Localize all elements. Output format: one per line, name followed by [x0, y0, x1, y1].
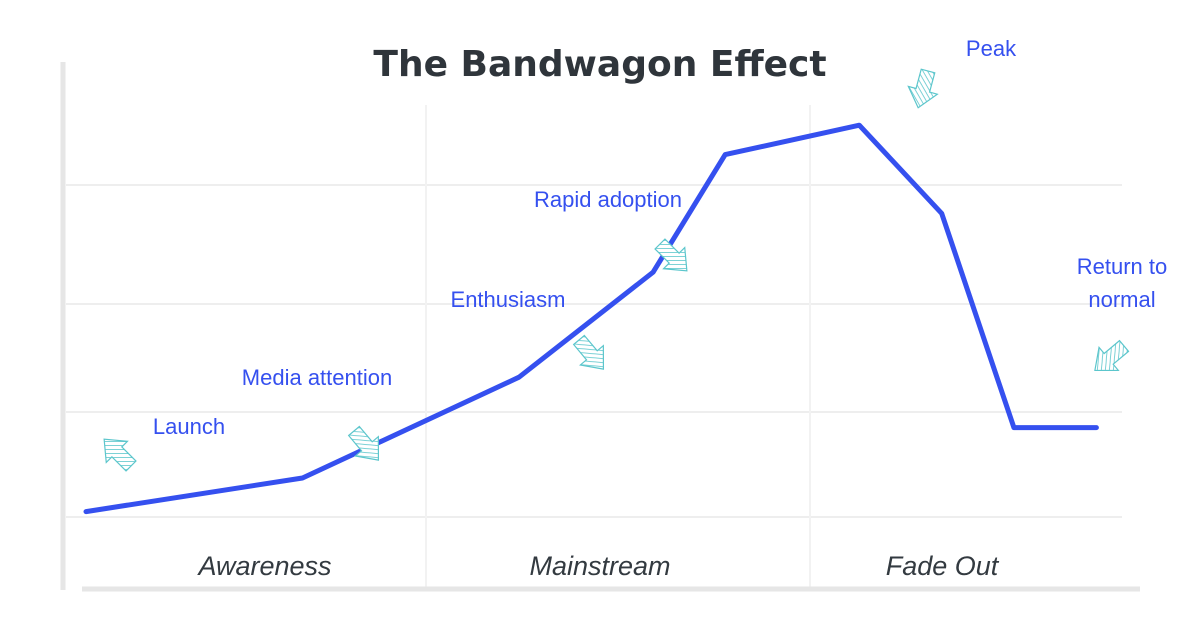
peak-arrow-icon: [907, 68, 939, 109]
phase-label-fade-out: Fade Out: [886, 551, 1000, 581]
annotation-return-to-normal-line1: Return to: [1077, 254, 1168, 279]
annotation-return-to-normal-line2: normal: [1088, 287, 1155, 312]
gridlines: [66, 184, 1122, 518]
launch-arrow-icon: [103, 438, 137, 472]
annotation-peak: Peak: [966, 36, 1017, 61]
phase-dividers: [425, 105, 811, 588]
phase-label-mainstream: Mainstream: [529, 551, 670, 581]
annotation-arrows: [103, 68, 1130, 472]
annotation-rapid-adoption: Rapid adoption: [534, 187, 682, 212]
annotation-enthusiasm: Enthusiasm: [451, 287, 566, 312]
enthusiasm-arrow-icon: [572, 334, 605, 370]
phase-label-awareness: Awareness: [196, 551, 331, 581]
annotation-launch: Launch: [153, 414, 225, 439]
media-attention-arrow-icon: [347, 425, 380, 461]
return-to-normal-arrow-icon: [1094, 339, 1130, 372]
series-line: [83, 122, 1099, 515]
rapid-adoption-arrow-icon: [654, 238, 688, 272]
annotation-media-attention: Media attention: [242, 365, 392, 390]
chart-title: The Bandwagon Effect: [373, 44, 826, 85]
